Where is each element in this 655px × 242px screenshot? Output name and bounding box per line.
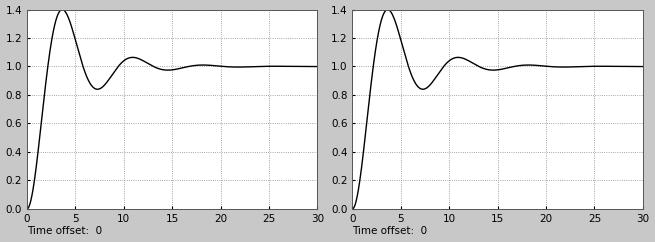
X-axis label: Time offset:  0: Time offset: 0 bbox=[27, 227, 102, 236]
X-axis label: Time offset:  0: Time offset: 0 bbox=[352, 227, 428, 236]
